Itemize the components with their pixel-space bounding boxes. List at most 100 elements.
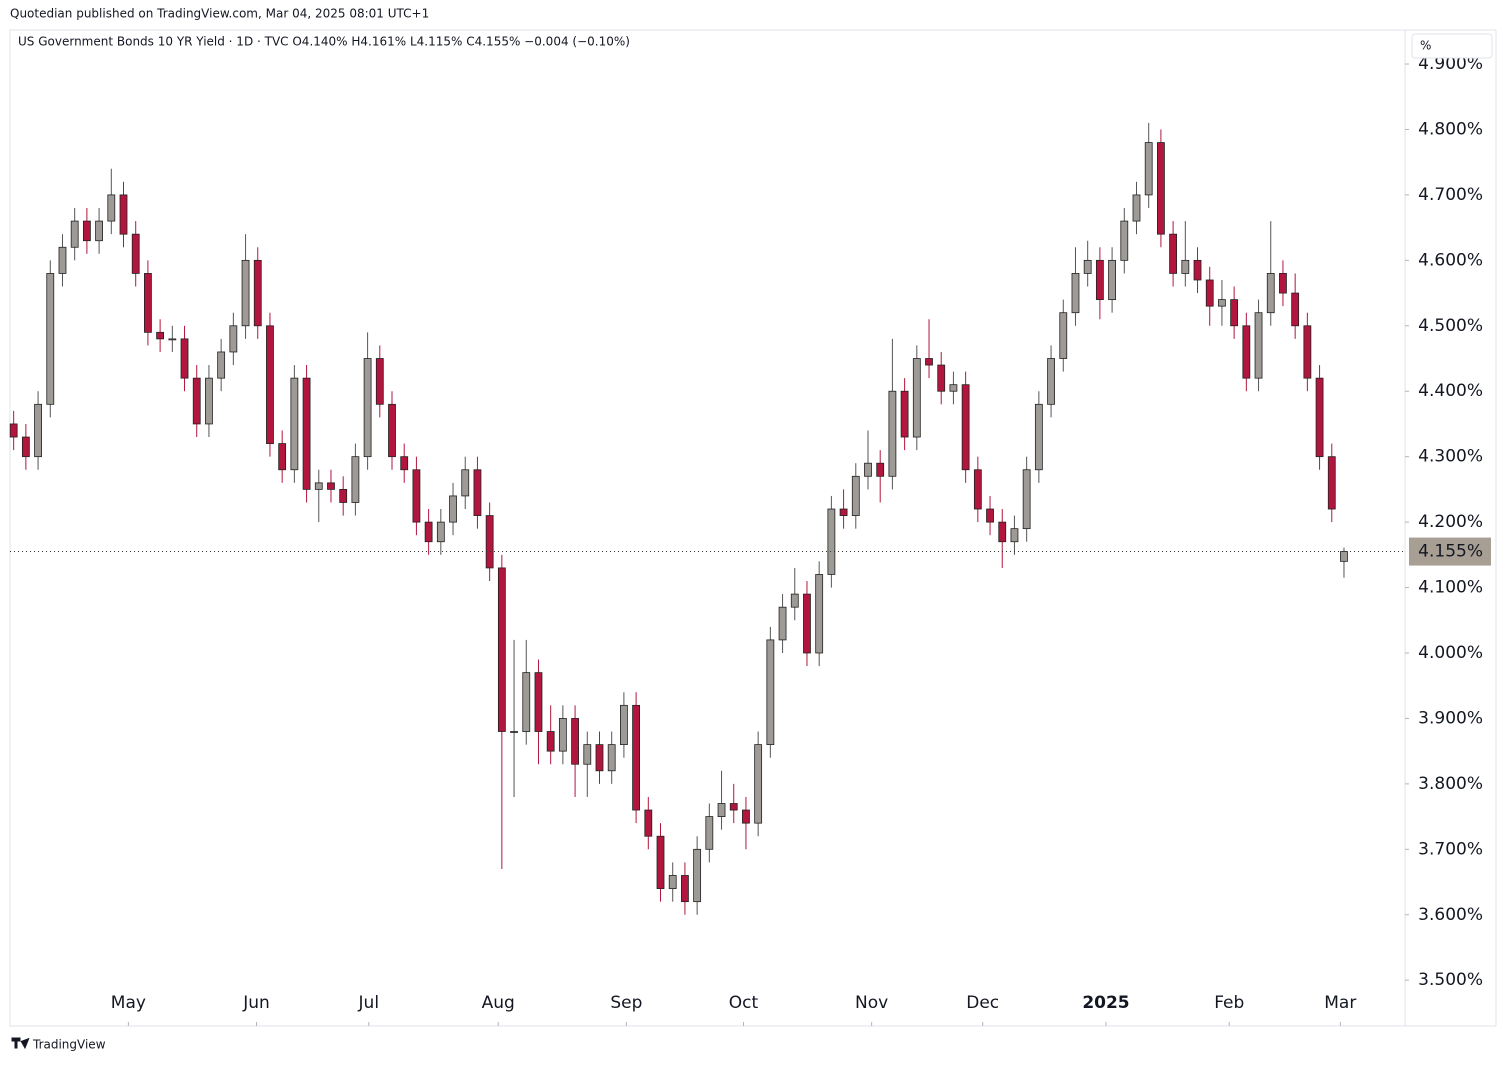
y-tick-label: 3.500% xyxy=(1418,970,1483,990)
candle-body xyxy=(253,259,262,327)
y-tick-label: 4.900% xyxy=(1418,54,1483,74)
candle-body xyxy=(717,803,726,817)
candle-body xyxy=(961,384,970,471)
y-tick-label: 4.100% xyxy=(1418,578,1483,598)
candle-body xyxy=(1120,220,1129,261)
candle-body xyxy=(1022,469,1031,530)
candle-body xyxy=(107,194,116,222)
candle-body xyxy=(1157,142,1165,235)
x-tick-label: Jun xyxy=(242,993,270,1013)
candle-body xyxy=(58,246,67,274)
candle-body xyxy=(34,403,42,458)
candle-body xyxy=(339,488,348,503)
candle-body xyxy=(473,469,482,516)
candle-body xyxy=(1279,273,1287,294)
candle-body xyxy=(205,377,213,425)
brand-logo xyxy=(11,1037,30,1050)
y-tick-label: 4.000% xyxy=(1418,643,1483,663)
candle-body xyxy=(412,469,421,523)
candle-body xyxy=(1132,194,1141,222)
candle-body xyxy=(180,338,189,379)
candle-body xyxy=(46,273,55,405)
brand: TradingView xyxy=(32,1038,106,1052)
candle-body xyxy=(583,744,592,765)
candle-body xyxy=(522,672,531,732)
candle-body xyxy=(278,443,287,471)
candle-body xyxy=(1144,142,1153,196)
candle-body xyxy=(1181,259,1190,274)
candle-body xyxy=(766,639,775,746)
candle-body xyxy=(229,325,238,353)
candle-body xyxy=(546,731,555,752)
candle-body xyxy=(595,744,604,772)
candle-body xyxy=(1291,292,1300,327)
candle-body xyxy=(1059,312,1068,359)
candle-body xyxy=(424,521,433,543)
candle-body xyxy=(619,704,628,746)
candle-body xyxy=(82,220,91,242)
x-tick-label: Dec xyxy=(966,993,999,1013)
candle-body xyxy=(290,377,299,471)
candle-body xyxy=(1047,358,1055,405)
candle-body xyxy=(510,731,518,733)
candle-body xyxy=(461,469,470,497)
candle-body xyxy=(1108,259,1116,301)
chart-title: US Government Bonds 10 YR Yield · 1D · T… xyxy=(18,35,630,49)
x-tick-label: Oct xyxy=(729,993,759,1013)
candle-body xyxy=(729,803,738,811)
candle-body xyxy=(70,220,79,248)
candle-body xyxy=(497,567,506,732)
y-tick-label: 4.500% xyxy=(1418,316,1483,336)
x-tick-label: May xyxy=(111,993,146,1013)
y-tick-label: 4.700% xyxy=(1418,185,1483,205)
candle-body xyxy=(742,809,750,824)
candle-body xyxy=(998,521,1007,543)
candle-body xyxy=(302,377,311,490)
candle-body xyxy=(266,325,274,444)
candle-body xyxy=(131,233,140,274)
candle-body xyxy=(912,358,921,438)
candle-body xyxy=(1010,528,1019,543)
last-price-box xyxy=(1409,537,1491,566)
candle-body xyxy=(388,403,396,458)
candle-body xyxy=(1340,551,1348,562)
candle-body xyxy=(558,718,567,752)
candle-body xyxy=(851,475,860,516)
x-tick-label: 2025 xyxy=(1082,993,1129,1013)
candle-body xyxy=(1230,299,1239,327)
candle-body xyxy=(119,194,128,235)
x-tick-label: Mar xyxy=(1324,993,1356,1013)
y-tick-label: 4.800% xyxy=(1418,119,1483,139)
y-tick-label: 3.800% xyxy=(1418,774,1483,794)
candle-body xyxy=(949,384,958,392)
candle-body xyxy=(656,835,665,889)
candle-body xyxy=(1315,377,1324,458)
candle-body xyxy=(1034,403,1043,471)
x-tick-label: Nov xyxy=(855,993,888,1013)
last-price-label: 4.155% xyxy=(1418,542,1483,562)
candle-body xyxy=(754,744,763,824)
candle-body xyxy=(937,364,946,392)
x-tick-label: Jul xyxy=(358,993,380,1013)
candle-body xyxy=(571,718,579,765)
y-tick-label: 3.700% xyxy=(1418,839,1483,859)
candle-body xyxy=(1242,325,1251,379)
candle-body xyxy=(363,358,372,458)
y-tick-label: 4.600% xyxy=(1418,250,1483,270)
candle-body xyxy=(436,521,445,543)
y-tick-label: 4.400% xyxy=(1418,381,1483,401)
unit-box[interactable] xyxy=(1411,33,1493,59)
candle-body xyxy=(1303,325,1312,379)
candle-body xyxy=(705,816,714,850)
candle-body xyxy=(644,809,653,837)
candle-body xyxy=(449,495,457,523)
y-tick-label: 4.300% xyxy=(1418,447,1483,467)
candle-body xyxy=(21,436,30,458)
candle-body xyxy=(1205,279,1214,307)
candle-body xyxy=(900,390,909,438)
candle-body xyxy=(1327,456,1336,510)
candle-body xyxy=(803,593,811,654)
candle-body xyxy=(607,744,616,772)
